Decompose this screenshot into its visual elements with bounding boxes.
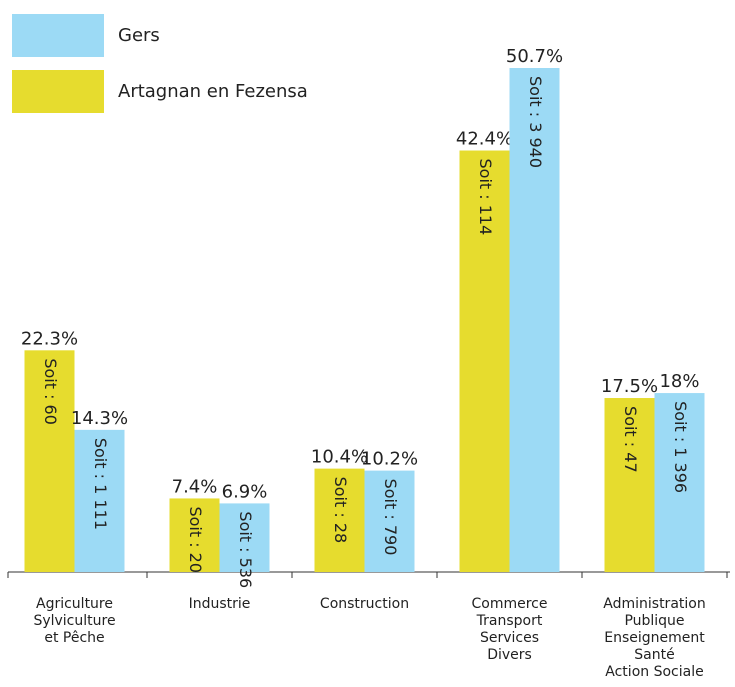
inner-label: Soit : 28 — [331, 477, 350, 544]
x-tick-label: Santé — [634, 647, 674, 663]
inner-label: Soit : 114 — [476, 159, 495, 236]
x-tick-label: Transport — [476, 613, 543, 629]
inner-label: Soit : 60 — [41, 358, 60, 425]
x-tick-label: Services — [480, 630, 539, 646]
x-tick-label: Publique — [624, 613, 684, 629]
legend-swatch — [12, 70, 104, 113]
x-tick-label: Commerce — [472, 596, 548, 612]
legend-label: Artagnan en Fezensa — [118, 81, 308, 102]
bar — [314, 468, 365, 572]
value-label: 50.7% — [506, 46, 563, 67]
inner-label: Soit : 47 — [621, 406, 640, 473]
inner-label: Soit : 20 — [186, 506, 205, 573]
x-tick-label: Industrie — [189, 596, 251, 612]
value-label: 22.3% — [21, 328, 78, 349]
value-label: 10.2% — [361, 449, 418, 470]
bar — [74, 429, 125, 572]
value-label: 7.4% — [172, 476, 218, 497]
value-label: 42.4% — [456, 129, 513, 150]
bar — [459, 150, 510, 572]
value-label: 17.5% — [601, 376, 658, 397]
x-tick-label: Agriculture — [36, 596, 113, 612]
bar — [24, 350, 75, 572]
x-tick-label: Sylviculture — [33, 613, 115, 629]
x-tick-label: Enseignement — [604, 630, 705, 646]
bar — [604, 398, 655, 572]
inner-label: Soit : 536 — [236, 511, 255, 588]
inner-label: Soit : 3 940 — [526, 76, 545, 168]
value-label: 6.9% — [222, 481, 268, 502]
bar — [509, 68, 560, 572]
value-label: 10.4% — [311, 447, 368, 468]
bar — [169, 498, 220, 572]
bar — [219, 503, 270, 572]
x-tick-label: Administration — [603, 596, 705, 612]
bar — [654, 393, 705, 572]
bar — [364, 470, 415, 572]
x-tick-label: Action Sociale — [605, 664, 703, 680]
x-tick-label: et Pêche — [44, 630, 104, 646]
inner-label: Soit : 1 396 — [671, 401, 690, 493]
value-label: 14.3% — [71, 408, 128, 429]
value-label: 18% — [659, 371, 699, 392]
x-tick-label: Construction — [320, 596, 409, 612]
x-tick-label: Divers — [487, 647, 532, 663]
inner-label: Soit : 790 — [381, 479, 400, 556]
legend-swatch — [12, 14, 104, 57]
inner-label: Soit : 1 111 — [91, 438, 110, 530]
legend-label: Gers — [118, 25, 160, 46]
